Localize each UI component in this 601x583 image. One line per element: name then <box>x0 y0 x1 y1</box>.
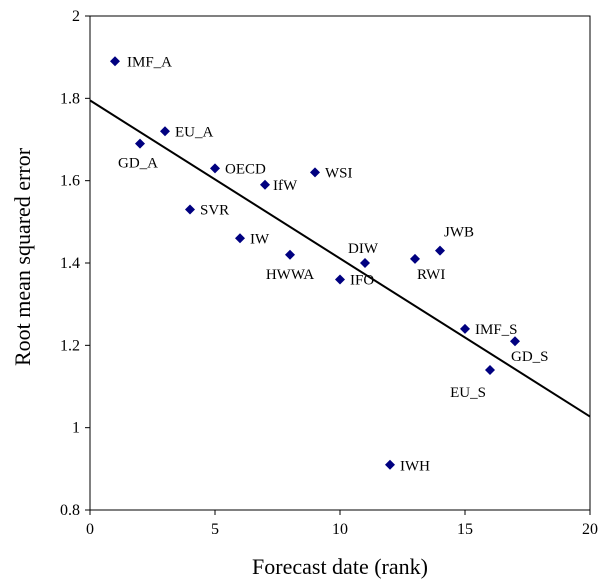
data-point-label: DIW <box>348 241 379 257</box>
x-tick-label: 0 <box>86 521 94 538</box>
data-point-marker <box>460 323 470 334</box>
plot-frame <box>89 15 591 511</box>
data-point-marker <box>410 253 420 264</box>
data-point-marker <box>235 233 245 244</box>
data-point-label: JWB <box>444 225 474 241</box>
data-point-label: IWH <box>400 459 430 475</box>
trendline-layer <box>89 99 591 418</box>
y-tick-label: 1.8 <box>60 90 80 107</box>
data-point-marker <box>210 163 220 174</box>
data-point-marker <box>485 365 495 376</box>
data-point-marker <box>110 56 120 67</box>
data-point-label: EU_A <box>175 124 213 140</box>
data-point-marker <box>335 274 345 285</box>
y-tick-label: 0.8 <box>60 502 80 519</box>
y-tick-label: 1.2 <box>60 337 80 354</box>
data-point-marker <box>385 459 395 470</box>
data-point-marker <box>435 245 445 256</box>
data-point-marker <box>160 126 170 137</box>
data-point-marker <box>260 179 270 190</box>
data-point-label: WSI <box>325 165 353 181</box>
data-point-marker <box>135 138 145 149</box>
data-point-label: GD_S <box>511 349 549 365</box>
y-tick-label: 1.4 <box>60 255 80 272</box>
x-tick-label: 20 <box>582 521 598 538</box>
y-axis-ticks: 0.8 1 1.2 1.4 1.6 1.8 2 <box>60 8 90 519</box>
y-tick-label: 1 <box>72 420 80 437</box>
x-tick-label: 5 <box>211 521 219 538</box>
x-tick-label: 15 <box>457 521 473 538</box>
data-point-marker <box>310 167 320 178</box>
data-points-layer: IMF_A GD_A EU_A SVR OECD IW IfW HWWA WSI IFO DIW IW… <box>110 54 549 475</box>
data-point-label: EU_S <box>450 385 486 401</box>
data-point-label: SVR <box>200 202 229 218</box>
data-point-marker <box>510 336 520 347</box>
data-point-marker <box>360 258 370 268</box>
data-point-label: OECD <box>225 161 266 177</box>
data-point-label: IfW <box>273 178 298 194</box>
data-point-label: IMF_A <box>127 54 172 70</box>
data-point-label: GD_A <box>118 156 158 172</box>
y-tick-label: 1.6 <box>60 173 80 190</box>
data-point-marker <box>185 204 195 215</box>
data-point-label: HWWA <box>266 267 314 283</box>
y-tick-label: 2 <box>72 8 80 25</box>
y-axis-title: Root mean squared error <box>10 147 35 366</box>
regression-line <box>89 99 591 418</box>
data-point-label: IMF_S <box>475 322 518 338</box>
data-point-label: IW <box>250 231 270 247</box>
x-tick-label: 10 <box>332 521 348 538</box>
data-point-label: IFO <box>350 272 374 288</box>
x-axis-ticks: 0 5 10 15 20 <box>86 510 598 538</box>
data-point-label: RWI <box>417 267 445 283</box>
data-point-marker <box>285 249 295 260</box>
x-axis-title: Forecast date (rank) <box>252 554 428 579</box>
plot-area-border <box>89 15 591 511</box>
